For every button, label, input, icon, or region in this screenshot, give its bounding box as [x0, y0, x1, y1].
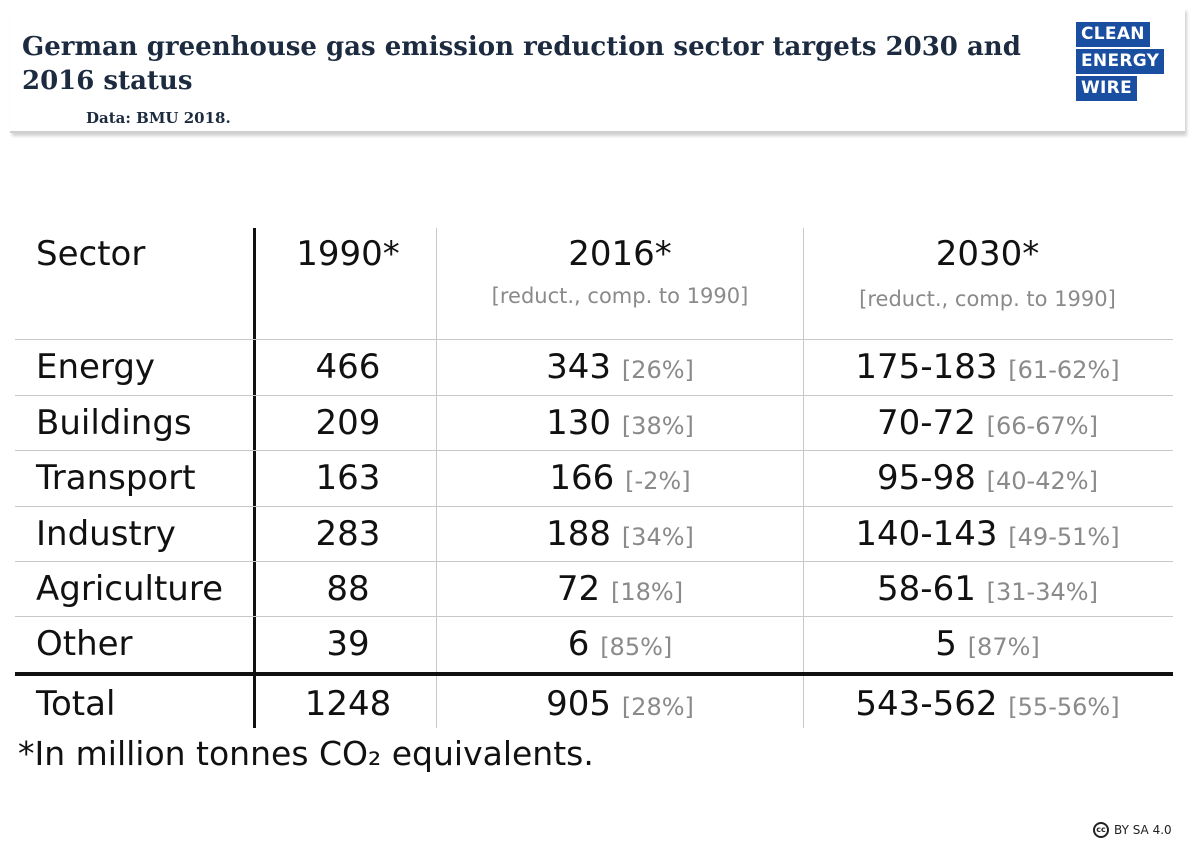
- logo-line-clean: CLEAN: [1076, 22, 1150, 47]
- total-divider: [15, 672, 1173, 676]
- row-2016-cell: 130 [38%]: [438, 403, 802, 443]
- header-2030: 2030*: [935, 234, 1040, 274]
- data-source: Data: BMU 2018.: [86, 109, 231, 127]
- row-1990-value: 39: [326, 624, 370, 664]
- logo-line-energy: ENERGY: [1076, 49, 1165, 74]
- row-2016-cell: 188 [34%]: [438, 514, 802, 554]
- total-2016-reduction: [28%]: [621, 693, 694, 721]
- footnote: *In million tonnes CO₂ equivalents.: [18, 734, 594, 773]
- row-2030-value: 140-143: [855, 514, 998, 554]
- row-2016-reduction: [38%]: [621, 412, 694, 440]
- row-2016-cell: 343 [26%]: [438, 347, 802, 387]
- row-2016-value: 130: [546, 403, 611, 443]
- header-2016-subtitle: [reduct., comp. to 1990]: [491, 284, 749, 308]
- row-2030-value: 175-183: [855, 347, 998, 387]
- row-2016-reduction: [-2%]: [625, 467, 691, 495]
- column-divider: [803, 228, 804, 728]
- row-divider: [15, 616, 1173, 617]
- row-divider: [15, 561, 1173, 562]
- row-2030-cell: 58-61 [31-34%]: [805, 569, 1170, 609]
- total-2016-cell: 905 [28%]: [438, 684, 802, 724]
- total-2016-value: 905: [546, 684, 611, 724]
- column-divider-bold: [253, 228, 256, 728]
- row-2030-value: 95-98: [877, 458, 976, 498]
- row-2016-value: 188: [546, 514, 611, 554]
- row-2016-reduction: [18%]: [611, 578, 684, 606]
- row-2030-cell: 95-98 [40-42%]: [805, 458, 1170, 498]
- row-2016-reduction: [34%]: [621, 523, 694, 551]
- row-2016-value: 72: [556, 569, 601, 609]
- row-2016-value: 6: [567, 624, 590, 664]
- row-2016-cell: 72 [18%]: [438, 569, 802, 609]
- row-divider: [15, 395, 1173, 396]
- row-1990-value: 88: [326, 569, 370, 609]
- row-2016-value: 343: [546, 347, 611, 387]
- header-2030-subtitle: [reduct., comp. to 1990]: [859, 287, 1116, 311]
- row-sector: Transport: [36, 458, 196, 498]
- row-1990-value: 466: [315, 347, 381, 387]
- row-sector: Industry: [36, 514, 176, 554]
- row-divider: [15, 339, 1173, 340]
- row-2030-reduction: [87%]: [967, 633, 1040, 661]
- row-divider: [15, 450, 1173, 451]
- row-2030-cell: 70-72 [66-67%]: [805, 403, 1170, 443]
- total-2030-value: 543-562: [855, 684, 998, 724]
- row-2030-reduction: [40-42%]: [986, 467, 1098, 495]
- row-sector: Other: [36, 624, 133, 664]
- total-1990-value: 1248: [304, 684, 392, 724]
- row-1990-value: 283: [315, 514, 381, 554]
- row-2030-reduction: [61-62%]: [1008, 356, 1120, 384]
- row-2016-cell: 166 [-2%]: [438, 458, 802, 498]
- cc-icon: cc: [1093, 822, 1109, 838]
- row-2016-value: 166: [549, 458, 615, 498]
- row-2030-reduction: [66-67%]: [986, 412, 1098, 440]
- row-sector: Agriculture: [36, 569, 223, 609]
- column-divider: [436, 228, 437, 728]
- license-badge[interactable]: cc BY SA 4.0: [1093, 822, 1172, 838]
- header-sector: Sector: [36, 234, 146, 274]
- clean-energy-wire-logo[interactable]: CLEAN ENERGY WIRE: [1076, 22, 1165, 103]
- row-1990-value: 209: [315, 403, 381, 443]
- row-2030-reduction: [31-34%]: [986, 578, 1098, 606]
- total-sector: Total: [36, 684, 116, 724]
- row-2016-reduction: [85%]: [600, 633, 673, 661]
- logo-line-wire: WIRE: [1076, 76, 1137, 101]
- row-divider: [15, 506, 1173, 507]
- row-sector: Energy: [36, 347, 156, 387]
- row-2016-cell: 6 [85%]: [438, 624, 802, 664]
- header-2016: 2016*: [568, 234, 672, 274]
- row-2030-value: 58-61: [877, 569, 976, 609]
- row-sector: Buildings: [36, 403, 192, 443]
- header-panel: [10, 8, 1185, 133]
- total-2030-cell: 543-562 [55-56%]: [805, 684, 1170, 724]
- row-2030-cell: 5 [87%]: [805, 624, 1170, 664]
- header-1990: 1990*: [296, 234, 400, 274]
- row-2030-cell: 140-143 [49-51%]: [805, 514, 1170, 554]
- row-2030-value: 5: [935, 624, 957, 664]
- row-2030-reduction: [49-51%]: [1008, 523, 1120, 551]
- row-1990-value: 163: [315, 458, 381, 498]
- license-label: BY SA 4.0: [1114, 823, 1172, 837]
- row-2016-reduction: [26%]: [621, 356, 694, 384]
- row-2030-value: 70-72: [877, 403, 976, 443]
- row-2030-cell: 175-183 [61-62%]: [805, 347, 1170, 387]
- total-2030-reduction: [55-56%]: [1008, 693, 1120, 721]
- page-title: German greenhouse gas emission reduction…: [22, 32, 1021, 96]
